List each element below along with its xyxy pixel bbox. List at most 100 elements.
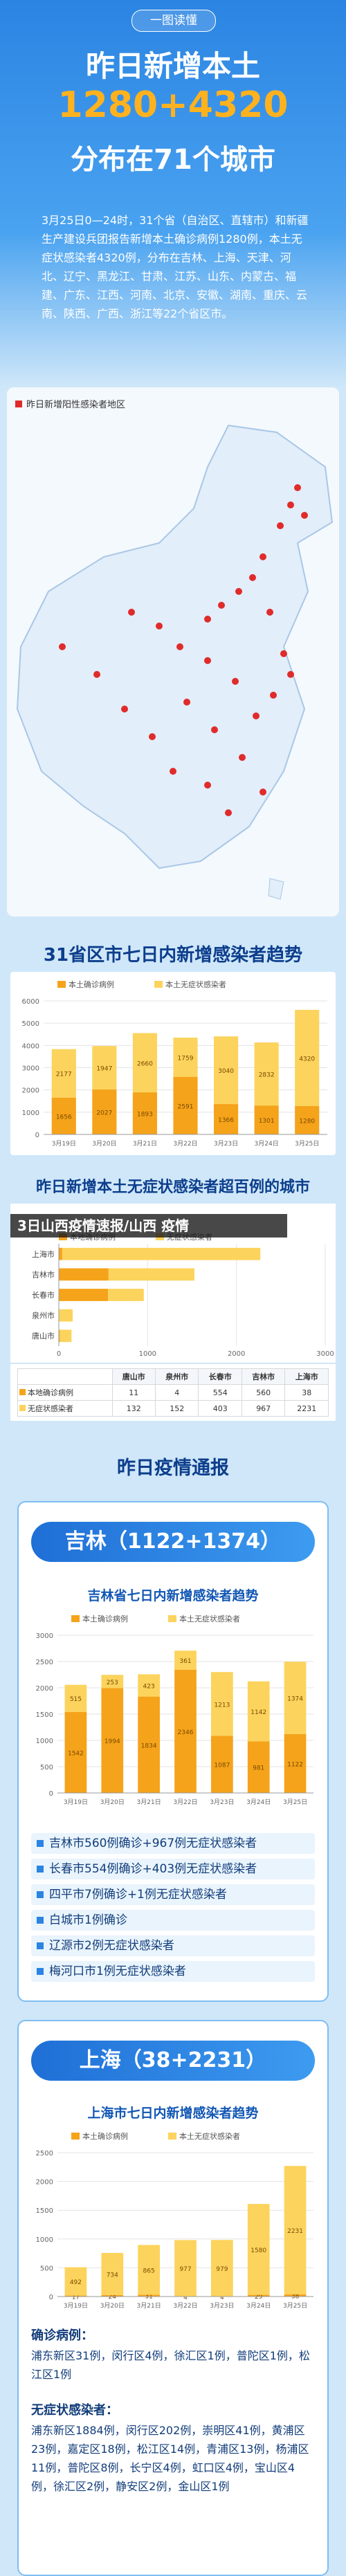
chart-title: 吉林省七日内新增感染者趋势 (17, 1585, 329, 1604)
legend-label: 本土确诊病例 (69, 979, 114, 989)
x-tick-label: 3月21日 (137, 2302, 161, 2310)
bar-value-label: 1142 (251, 1709, 266, 1716)
x-tick-label: 3月23日 (210, 2302, 234, 2310)
detail-text: 浦东新区1884例，闵行区202例，崇明区41例，黄浦区23例，嘉定区18例，松… (31, 2421, 315, 2496)
x-tick-label: 3月25日 (283, 1798, 307, 1806)
table-header-row: 唐山市泉州市长春市吉林市上海市 (18, 1369, 329, 1385)
region-heading: 上海（38+2231） (31, 2041, 315, 2081)
x-tick-label: 3月20日 (92, 1140, 116, 1148)
bar-value-label: 253 (107, 1680, 118, 1686)
x-tick-label: 3月22日 (173, 1798, 197, 1806)
bar-value-label: 1280 (299, 1118, 315, 1125)
bar-value-label: 2177 (56, 1071, 72, 1078)
bar (108, 1289, 144, 1301)
legend-swatch (154, 981, 163, 988)
list-item: 吉林市560例确诊+967例无症状感染者 (31, 1833, 315, 1854)
y-tick-label: 6000 (22, 998, 39, 1006)
section-title: 昨日疫情通报 (0, 1453, 346, 1480)
table-header-cell: 吉林市 (242, 1369, 284, 1385)
detail-text: 浦东新区31例，闵行区4例，徐汇区1例，普陀区1例，松江区1例 (31, 2346, 315, 2384)
x-tick-label: 3月20日 (100, 1798, 125, 1806)
list-item: 白城市1例确诊 (31, 1910, 315, 1931)
legend-label: 本土无症状感染者 (179, 2131, 240, 2141)
bar-value-label: 1366 (218, 1117, 234, 1124)
x-tick-label: 1000 (139, 1350, 156, 1358)
x-tick-label: 3月19日 (64, 1798, 88, 1806)
detail-label: 确诊病例： (31, 2326, 93, 2344)
x-tick-label: 3月23日 (214, 1140, 238, 1148)
y-tick-label: 长春市 (32, 1290, 55, 1300)
y-tick-label: 2500 (36, 2150, 53, 2158)
bar (60, 1309, 73, 1322)
table-cell: 967 (242, 1401, 284, 1417)
list-item: 梅河口市1例无症状感染者 (31, 1961, 315, 1982)
y-tick-label: 3000 (22, 1065, 39, 1073)
table-swatch (19, 1389, 26, 1395)
bar-value-label: 734 (107, 2272, 118, 2279)
jilin-chart: 本土确诊病例本土无症状感染者0500100015002000250030003月… (24, 1606, 322, 1814)
y-tick-label: 0 (49, 1790, 53, 1798)
table-cell: 554 (199, 1385, 242, 1401)
bar-value-label: 2591 (178, 1103, 194, 1110)
y-tick-label: 泉州市 (32, 1311, 55, 1321)
x-tick-label: 3月24日 (246, 2302, 271, 2310)
bar-value-label: 1834 (141, 1742, 157, 1749)
legend-swatch (168, 2133, 176, 2140)
y-tick-label: 4000 (22, 1042, 39, 1050)
bar-value-label: 981 (253, 1765, 264, 1772)
bar-value-label: 2660 (137, 1060, 153, 1067)
bar-value-label: 2231 (287, 2228, 303, 2235)
bar-value-label: 1542 (68, 1750, 84, 1757)
x-tick-label: 3月21日 (137, 1798, 161, 1806)
table-header-cell: 泉州市 (155, 1369, 198, 1385)
bar-value-label: 492 (70, 2279, 82, 2286)
bar-value-label: 423 (143, 1684, 155, 1691)
bar-value-label: 1947 (96, 1065, 112, 1072)
list-item: 长春市554例确诊+403例无症状感染者 (31, 1859, 315, 1879)
headline: 昨日新增本土 (0, 43, 346, 85)
table-swatch (19, 1405, 26, 1411)
legend-label: 本土确诊病例 (82, 1614, 128, 1623)
summary-paragraph: 3月25日0—24时，31个省（自治区、直辖市）和新疆生产建设兵团报告新增本土确… (42, 211, 311, 323)
x-tick-label: 3月22日 (173, 1140, 197, 1148)
bar-value-label: 1087 (214, 1763, 230, 1769)
table-header-cell: 长春市 (199, 1369, 242, 1385)
legend-swatch (71, 1615, 80, 1622)
trend-chart: 本土确诊病例本土无症状感染者01000200030004000500060003… (10, 972, 336, 1155)
table-cell: 4 (155, 1385, 198, 1401)
bar-value-label: 1580 (251, 2247, 266, 2254)
table-row-name: 无症状感染者 (28, 1404, 73, 1413)
legend-label: 本土无症状感染者 (179, 1614, 240, 1623)
bar-value-label: 1759 (178, 1055, 194, 1062)
table-header-cell: 唐山市 (112, 1369, 155, 1385)
table-row-label: 无症状感染者 (18, 1401, 113, 1417)
x-tick-label: 3月19日 (64, 2302, 88, 2310)
y-tick-label: 吉林市 (32, 1269, 55, 1279)
map: 昨日新增阳性感染者地区 (0, 384, 346, 923)
x-tick-label: 3月19日 (52, 1140, 76, 1148)
headline-number: 1280+4320 (0, 84, 346, 126)
bar-value-label: 4320 (299, 1056, 315, 1062)
x-tick-label: 3月24日 (246, 1798, 271, 1806)
bar (60, 1330, 71, 1342)
table-row-name: 本地确诊病例 (28, 1388, 73, 1397)
region-heading: 吉林（1122+1374） (31, 1522, 315, 1562)
bar (62, 1248, 260, 1260)
bar-value-label: 1213 (214, 1702, 230, 1709)
bar-value-label: 977 (179, 2266, 191, 2273)
x-tick-label: 3月25日 (295, 1140, 319, 1148)
section-title: 31省区市七日内新增感染者趋势 (0, 941, 346, 966)
bar-value-label: 1994 (104, 1738, 120, 1745)
x-tick-label: 3000 (316, 1350, 334, 1358)
bar-value-label: 1122 (287, 1761, 303, 1768)
y-tick-label: 2000 (36, 2179, 53, 2187)
map-label: 昨日新增阳性感染者地区 (26, 399, 125, 410)
table-row-label: 本地确诊病例 (18, 1385, 113, 1401)
x-tick-label: 3月21日 (133, 1140, 157, 1148)
y-tick-label: 1000 (22, 1110, 39, 1117)
y-tick-label: 1500 (36, 2207, 53, 2215)
x-tick-label: 3月20日 (100, 2302, 125, 2310)
bar-value-label: 865 (143, 2267, 155, 2274)
bar-value-label: 2832 (259, 1072, 275, 1079)
